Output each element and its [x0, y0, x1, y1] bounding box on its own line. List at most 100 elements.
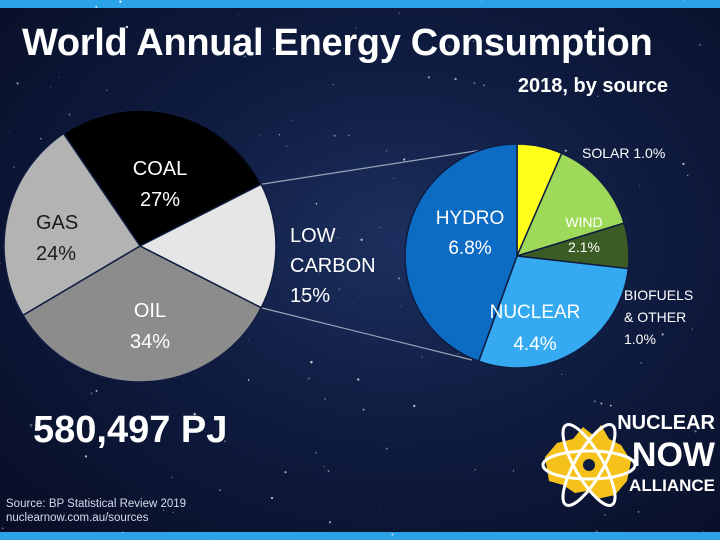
- star: [243, 55, 246, 58]
- star: [337, 237, 339, 239]
- star: [379, 508, 381, 510]
- star: [393, 177, 395, 179]
- star: [300, 296, 303, 299]
- star: [310, 360, 313, 364]
- star: [661, 333, 664, 336]
- star: [640, 362, 642, 364]
- star: [327, 297, 330, 300]
- star: [564, 149, 567, 152]
- star: [171, 476, 173, 479]
- star: [413, 404, 416, 408]
- value-oil: 34%: [130, 331, 170, 353]
- star: [348, 134, 350, 136]
- star: [285, 145, 288, 148]
- star: [683, 0, 685, 2]
- star: [95, 5, 98, 8]
- label-hydro: HYDRO: [436, 208, 505, 229]
- source-line: Source: BP Statistical Review 2019: [6, 498, 187, 510]
- star: [119, 0, 122, 3]
- atom-australia-icon: [541, 423, 637, 507]
- star: [666, 463, 669, 466]
- slice-labels: COAL 27% GAS 24% OIL 34% LOW CARBON 15% HYDRO 6.8%…: [36, 145, 693, 355]
- star: [333, 134, 336, 137]
- star: [397, 277, 401, 280]
- star: [421, 356, 423, 358]
- label-low-carbon-line2: CARBON: [290, 255, 376, 277]
- star: [9, 132, 11, 133]
- main-slice-low-carbon: [138, 183, 277, 309]
- star: [398, 12, 400, 14]
- value-wind: 2.1%: [568, 239, 600, 255]
- star: [600, 402, 603, 405]
- star: [16, 82, 19, 85]
- star: [90, 392, 93, 395]
- star: [643, 306, 645, 308]
- label-nuclear: NUCLEAR: [490, 302, 581, 323]
- star: [385, 150, 388, 152]
- connector-line-top: [261, 149, 483, 185]
- star: [474, 469, 476, 471]
- star: [1, 527, 4, 530]
- star: [12, 166, 15, 169]
- connector-line-bottom: [261, 307, 473, 361]
- value-coal: 27%: [140, 189, 180, 211]
- star: [191, 516, 193, 517]
- star: [272, 47, 275, 50]
- label-wind: WIND: [565, 214, 602, 230]
- main-pie: [3, 109, 277, 383]
- star: [29, 423, 33, 427]
- star: [286, 153, 287, 154]
- star: [473, 82, 476, 85]
- star: [403, 158, 406, 161]
- star: [284, 471, 287, 474]
- star: [352, 302, 354, 304]
- source-url: nuclearnow.com.au/sources: [6, 512, 149, 524]
- star: [472, 40, 475, 43]
- main-slice-coal: [62, 109, 263, 247]
- star: [699, 43, 702, 46]
- label-biofuels-line2: & OTHER: [624, 309, 686, 325]
- star: [315, 202, 318, 205]
- star: [682, 162, 685, 166]
- chart-title: World Annual Energy Consumption: [22, 22, 653, 64]
- star: [324, 398, 326, 400]
- star: [219, 489, 221, 492]
- star: [527, 86, 529, 87]
- star: [597, 95, 599, 97]
- star: [50, 86, 52, 88]
- star: [702, 530, 705, 532]
- star: [328, 521, 332, 524]
- star: [0, 262, 1, 264]
- star: [106, 89, 108, 91]
- star: [454, 77, 457, 81]
- value-gas: 24%: [36, 243, 76, 265]
- star: [637, 511, 640, 513]
- star: [379, 227, 381, 229]
- star: [125, 25, 129, 29]
- top-frame-bar: [0, 0, 720, 8]
- star: [506, 7, 508, 9]
- sub-slice-wind: [515, 152, 626, 258]
- star: [270, 497, 274, 500]
- star: [561, 373, 563, 375]
- value-hydro: 6.8%: [448, 238, 491, 259]
- star: [318, 296, 320, 298]
- star: [690, 277, 692, 279]
- label-low-carbon-line1: LOW: [290, 225, 336, 247]
- star: [458, 353, 460, 355]
- nuclear-now-alliance-logo: NUCLEAR NOW ALLIANCE: [535, 400, 715, 520]
- star: [332, 83, 334, 86]
- star: [568, 73, 570, 75]
- label-oil: OIL: [134, 300, 166, 322]
- star: [482, 84, 485, 87]
- star: [247, 379, 250, 381]
- total-consumption: 580,497 PJ: [33, 409, 228, 451]
- star: [88, 427, 92, 430]
- star: [315, 452, 317, 454]
- star: [290, 119, 293, 122]
- sub-slice-nuclear: [477, 255, 630, 369]
- star: [211, 538, 213, 540]
- star: [512, 470, 515, 472]
- star: [121, 531, 124, 533]
- star: [400, 305, 402, 307]
